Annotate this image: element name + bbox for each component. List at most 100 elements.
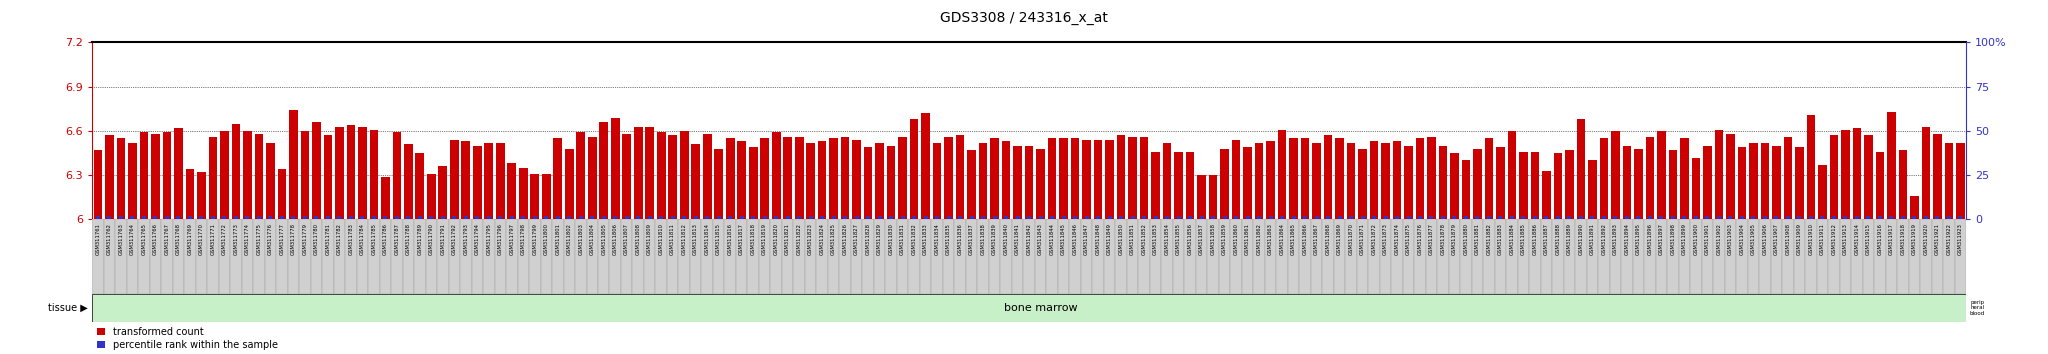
Point bbox=[184, 215, 217, 221]
Bar bbox=[541, 219, 553, 294]
Text: GSM311918: GSM311918 bbox=[1901, 223, 1905, 255]
Bar bbox=[715, 149, 723, 219]
Text: GSM311916: GSM311916 bbox=[1878, 223, 1882, 255]
Bar bbox=[1944, 219, 1954, 294]
Point bbox=[1772, 215, 1804, 221]
Text: GSM311822: GSM311822 bbox=[797, 223, 801, 255]
Bar bbox=[1313, 143, 1321, 219]
Text: GSM311863: GSM311863 bbox=[1268, 223, 1274, 255]
Point bbox=[1921, 215, 1954, 221]
Bar bbox=[393, 132, 401, 219]
Point bbox=[829, 215, 862, 221]
Bar bbox=[1784, 137, 1792, 219]
Text: GSM311783: GSM311783 bbox=[348, 223, 354, 255]
Bar bbox=[1081, 140, 1092, 219]
Bar bbox=[485, 143, 494, 219]
Point bbox=[1667, 215, 1700, 221]
Bar bbox=[887, 146, 895, 219]
Bar bbox=[186, 169, 195, 219]
Bar bbox=[1276, 219, 1288, 294]
Bar bbox=[750, 147, 758, 219]
Text: GSM311790: GSM311790 bbox=[428, 223, 434, 255]
Bar bbox=[414, 219, 426, 294]
Text: GSM311915: GSM311915 bbox=[1866, 223, 1872, 255]
Bar bbox=[1886, 219, 1896, 294]
Bar bbox=[1071, 138, 1079, 219]
Point bbox=[668, 215, 700, 221]
Text: GSM311780: GSM311780 bbox=[313, 223, 319, 255]
Point bbox=[1495, 215, 1528, 221]
Point bbox=[1116, 215, 1149, 221]
Text: GSM311865: GSM311865 bbox=[1290, 223, 1296, 255]
Bar bbox=[1219, 219, 1231, 294]
Bar bbox=[1612, 131, 1620, 219]
Text: GSM311797: GSM311797 bbox=[510, 223, 514, 255]
Point bbox=[1841, 215, 1874, 221]
Text: GSM311851: GSM311851 bbox=[1130, 223, 1135, 255]
Bar bbox=[1944, 143, 1954, 219]
Bar bbox=[967, 219, 977, 294]
Bar bbox=[680, 131, 688, 219]
Point bbox=[1485, 215, 1518, 221]
Bar bbox=[1368, 219, 1380, 294]
Point bbox=[358, 215, 391, 221]
Bar bbox=[1655, 219, 1667, 294]
Bar bbox=[565, 149, 573, 219]
Bar bbox=[1231, 219, 1241, 294]
Bar bbox=[1348, 143, 1356, 219]
Bar bbox=[1049, 138, 1057, 219]
Bar bbox=[643, 219, 655, 294]
Point bbox=[1737, 215, 1769, 221]
Bar bbox=[1587, 160, 1597, 219]
Bar bbox=[575, 132, 586, 219]
Text: tissue ▶: tissue ▶ bbox=[49, 303, 88, 313]
Point bbox=[932, 215, 965, 221]
Point bbox=[346, 215, 379, 221]
Bar bbox=[174, 128, 182, 219]
Point bbox=[1794, 215, 1827, 221]
Point bbox=[1128, 215, 1161, 221]
Text: GSM311883: GSM311883 bbox=[1497, 223, 1503, 255]
Bar bbox=[725, 138, 735, 219]
Bar bbox=[483, 219, 494, 294]
Bar bbox=[518, 168, 528, 219]
Text: GSM311875: GSM311875 bbox=[1407, 223, 1411, 255]
Text: GSM311867: GSM311867 bbox=[1315, 223, 1319, 255]
Text: GSM311814: GSM311814 bbox=[705, 223, 711, 255]
Text: GSM311839: GSM311839 bbox=[991, 223, 997, 255]
Point bbox=[219, 215, 252, 221]
Bar bbox=[1346, 219, 1356, 294]
Legend: transformed count, percentile rank within the sample: transformed count, percentile rank withi… bbox=[96, 327, 279, 350]
Bar bbox=[690, 219, 702, 294]
Bar bbox=[1782, 219, 1794, 294]
Point bbox=[276, 215, 309, 221]
Bar bbox=[1911, 196, 1919, 219]
Bar bbox=[1575, 219, 1587, 294]
Point bbox=[369, 215, 401, 221]
Point bbox=[598, 215, 631, 221]
Bar bbox=[1819, 165, 1827, 219]
Point bbox=[1059, 215, 1092, 221]
Text: GSM311876: GSM311876 bbox=[1417, 223, 1423, 255]
Text: GSM311825: GSM311825 bbox=[831, 223, 836, 255]
Point bbox=[1243, 215, 1276, 221]
Bar bbox=[1405, 146, 1413, 219]
Bar bbox=[1577, 119, 1585, 219]
Point bbox=[737, 215, 770, 221]
Bar bbox=[1704, 146, 1712, 219]
Text: GSM311898: GSM311898 bbox=[1671, 223, 1675, 255]
Bar bbox=[1956, 143, 1964, 219]
Bar bbox=[1599, 138, 1608, 219]
Point bbox=[1370, 215, 1403, 221]
Point bbox=[1622, 215, 1655, 221]
Bar bbox=[152, 134, 160, 219]
Bar bbox=[1151, 152, 1159, 219]
Bar bbox=[1094, 140, 1102, 219]
Bar bbox=[1415, 138, 1423, 219]
Text: GSM311769: GSM311769 bbox=[186, 223, 193, 255]
Bar bbox=[1380, 219, 1391, 294]
Bar bbox=[899, 137, 907, 219]
Point bbox=[1427, 215, 1460, 221]
Bar bbox=[1645, 219, 1655, 294]
Bar bbox=[1876, 152, 1884, 219]
